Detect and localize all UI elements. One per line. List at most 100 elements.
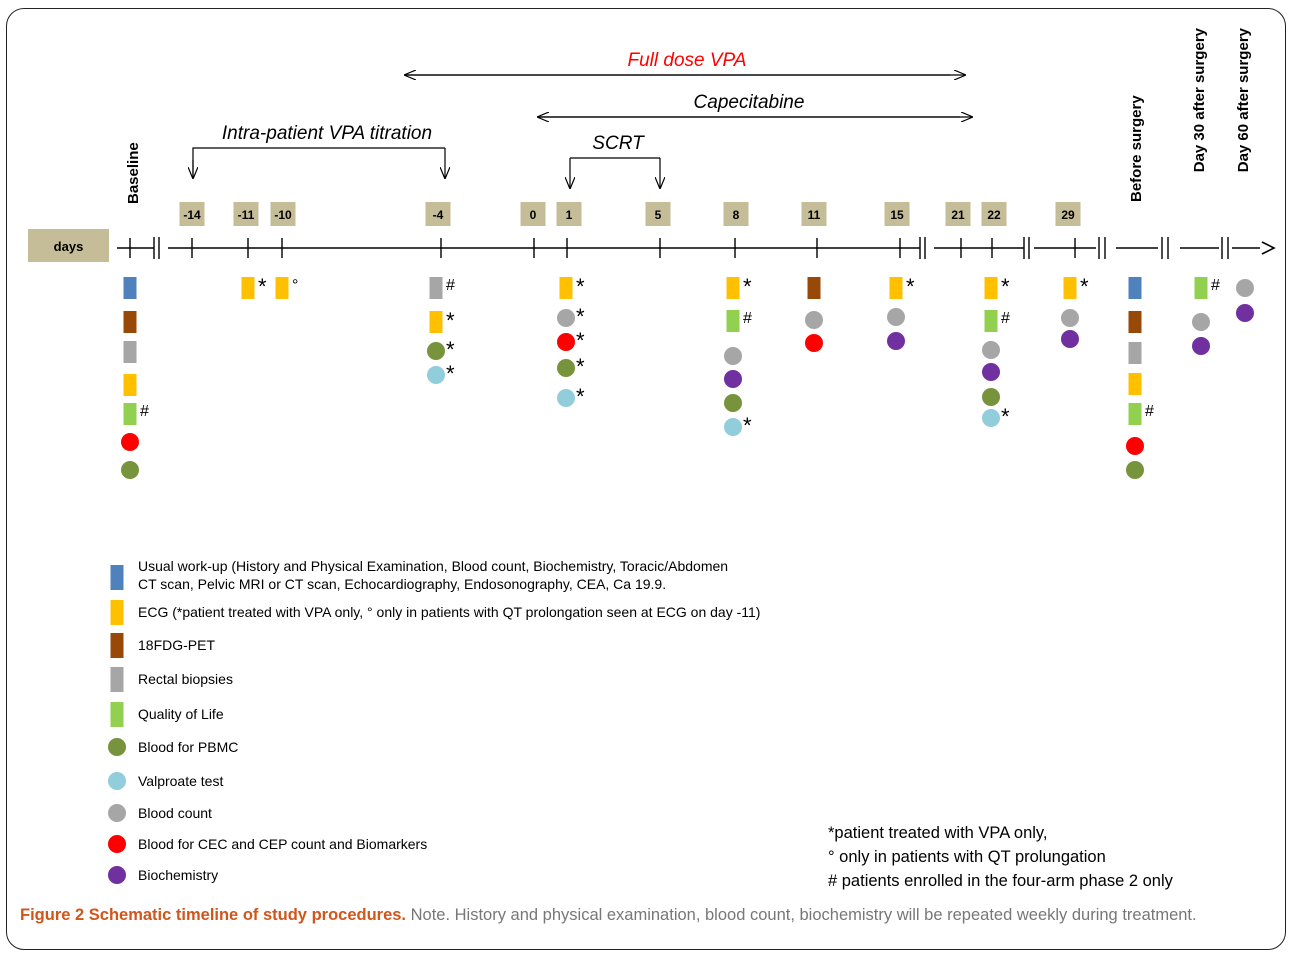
day-label-9: 15 — [890, 208, 904, 222]
legend-swatch-valproate — [108, 772, 126, 790]
mark-8-pbmc-dot — [724, 394, 742, 412]
day-box-3 — [425, 202, 451, 226]
day-label-12: 29 — [1061, 208, 1075, 222]
mark-1-4-note: * — [576, 384, 585, 409]
day-label-2: -10 — [274, 208, 292, 222]
legend-label-biochem: Biochemistry — [138, 867, 218, 883]
mark-22-bloodcount-dot — [982, 341, 1000, 359]
mark-8-5-note: * — [743, 413, 752, 438]
mark-8-biochem-dot — [724, 370, 742, 388]
day-box-1 — [233, 202, 259, 226]
day-box-0 — [179, 202, 205, 226]
footnote-2: # patients enrolled in the four-arm phas… — [828, 872, 1174, 890]
day-label-3: -4 — [433, 208, 444, 222]
legend-label-workup-2: CT scan, Pelvic MRI or CT scan, Echocard… — [138, 576, 666, 592]
mark-baseline-qol-rect — [123, 403, 137, 425]
day-box-10 — [945, 202, 971, 226]
phase-label-0: Baseline — [125, 142, 142, 204]
full-dose-label: Full dose VPA — [628, 50, 747, 71]
legend-label-pbmc: Blood for PBMC — [138, 739, 238, 755]
footnote-1: ° only in patients with QT prolungation — [828, 848, 1106, 866]
day-label-1: -11 — [238, 208, 255, 222]
day-box-2 — [270, 202, 296, 226]
day-label-10: 21 — [951, 208, 965, 222]
legend-label-bloodcount: Blood count — [138, 805, 212, 821]
legend-label-workup: Usual work-up (History and Physical Exam… — [138, 558, 728, 574]
day-label-5: 1 — [566, 208, 573, 222]
mark-8-qol-rect — [726, 310, 740, 332]
mark-before-4-note: # — [1145, 403, 1154, 420]
titration-label: Intra-patient VPA titration — [222, 123, 432, 144]
mark-22-qol-rect — [984, 310, 998, 332]
mark-15-ecg-rect — [889, 277, 903, 299]
phase-label-1: Before surgery — [1128, 95, 1145, 202]
legend-swatch-biochem — [108, 866, 126, 884]
mark-22-biochem-dot — [982, 363, 1000, 381]
mark-8-bloodcount-dot — [724, 347, 742, 365]
mark-baseline-4-note: # — [140, 403, 149, 420]
mark-before-workup-rect — [1128, 277, 1142, 299]
timeline-diagram: Full dose VPA Capecitabine Intra-patient V… — [28, 27, 1276, 890]
day-label-7: 8 — [733, 208, 740, 222]
mark--4-pbmc-dot — [427, 342, 445, 360]
mark-baseline-cec-dot — [121, 433, 139, 451]
day-label-11: 22 — [987, 208, 1001, 222]
mark-22-pbmc-dot — [982, 388, 1000, 406]
mark--10-ecg-rect — [275, 277, 289, 299]
legend-swatch-ecg — [110, 600, 124, 625]
legend-swatch-workup — [110, 565, 124, 590]
mark-1-cec-dot — [557, 333, 575, 351]
mark-29-ecg-rect — [1063, 277, 1077, 299]
capecitabine-label: Capecitabine — [694, 92, 805, 113]
mark-day60-biochem-dot — [1236, 304, 1254, 322]
day-label-4: 0 — [530, 208, 537, 222]
mark--4-0-note: # — [446, 277, 455, 294]
phase-label-2: Day 30 after surgery — [1191, 27, 1208, 172]
mark-11-cec-dot — [805, 334, 823, 352]
mark-15-biochem-dot — [887, 332, 905, 350]
caption-title: Figure 2 Schematic timeline of study pro… — [20, 906, 407, 924]
mark-11-bloodcount-dot — [805, 311, 823, 329]
legend-swatch-bloodcount — [108, 804, 126, 822]
legend-swatch-cec — [108, 835, 126, 853]
mark--4-biopsy-rect — [429, 277, 443, 299]
mark-day30-bloodcount-dot — [1192, 313, 1210, 331]
mark-1-0-note: * — [576, 274, 585, 299]
legend-label-pet: 18FDG-PET — [138, 637, 215, 653]
day-box-9 — [884, 202, 910, 226]
footnote-0: *patient treated with VPA only, — [828, 824, 1048, 842]
mark-22-0-note: * — [1001, 274, 1010, 299]
day-box-7 — [723, 202, 749, 226]
legend-swatch-qol — [110, 702, 124, 727]
mark-22-ecg-rect — [984, 277, 998, 299]
mark-baseline-biopsy-rect — [123, 341, 137, 363]
mark-8-ecg-rect — [726, 277, 740, 299]
day-box-5 — [556, 202, 582, 226]
mark-before-cec-dot — [1126, 437, 1144, 455]
mark--4-valproate-dot — [427, 366, 445, 384]
days-label: days — [54, 239, 84, 254]
mark-29-biochem-dot — [1061, 330, 1079, 348]
mark-before-pbmc-dot — [1126, 461, 1144, 479]
mark-22-valproate-dot — [982, 409, 1000, 427]
mark-15-bloodcount-dot — [887, 308, 905, 326]
day-label-8: 11 — [808, 208, 821, 222]
mark-15-0-note: * — [906, 274, 915, 299]
figure-caption: Figure 2 Schematic timeline of study pro… — [20, 903, 1270, 928]
legend-swatch-pbmc — [108, 738, 126, 756]
scrt-label: SCRT — [592, 133, 645, 154]
mark-before-biopsy-rect — [1128, 342, 1142, 364]
mark-baseline-ecg-rect — [123, 374, 137, 396]
day-box-11 — [981, 202, 1007, 226]
mark-8-valproate-dot — [724, 418, 742, 436]
mark-before-pet-rect — [1128, 311, 1142, 333]
legend-label-ecg: ECG (*patient treated with VPA only, ° o… — [138, 604, 760, 620]
mark-day30-0-note: # — [1211, 277, 1220, 294]
day-box-6 — [645, 202, 671, 226]
mark--10-0-note: ° — [292, 277, 298, 294]
mark-1-2-note: * — [576, 328, 585, 353]
day-label-0: -14 — [183, 208, 201, 222]
mark-baseline-workup-rect — [123, 277, 137, 299]
legend-label-qol: Quality of Life — [138, 706, 224, 722]
phase-label-3: Day 60 after surgery — [1235, 27, 1252, 172]
